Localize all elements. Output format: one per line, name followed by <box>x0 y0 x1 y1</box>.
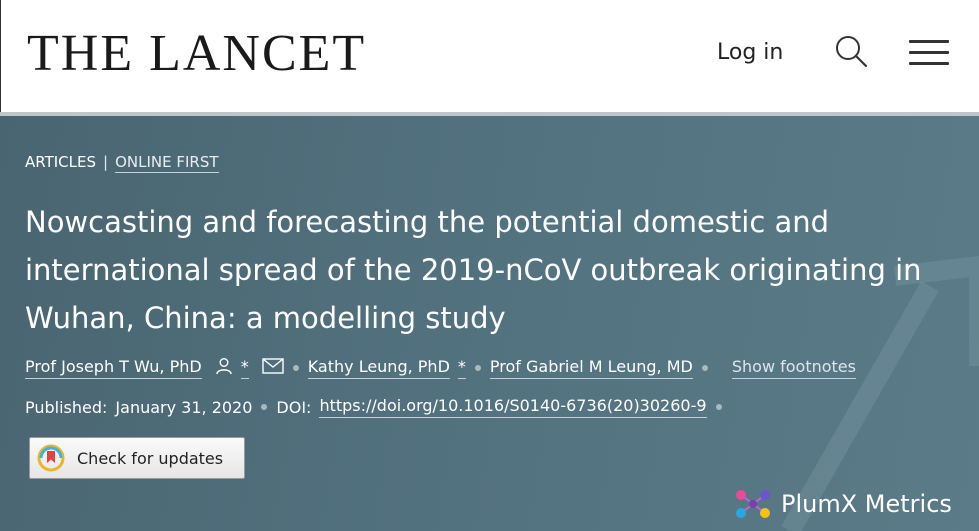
menu-bar <box>909 40 949 43</box>
plumx-metrics-widget[interactable]: PlumX Metrics <box>733 487 952 521</box>
separator-dot <box>701 365 708 371</box>
breadcrumb-section[interactable]: ARTICLES <box>25 153 97 171</box>
author-name[interactable]: Kathy Leung, PhD <box>307 357 450 379</box>
author-list: Prof Joseph T Wu, PhD * Kathy Leung, PhD… <box>25 357 856 379</box>
search-icon[interactable] <box>834 34 868 68</box>
menu-bar <box>909 51 949 54</box>
login-link[interactable]: Log in <box>717 40 784 65</box>
publication-info: Published: January 31, 2020 DOI: https:/… <box>25 396 731 418</box>
article-header-banner: ARTICLES | ONLINE FIRST Nowcasting and f… <box>0 116 979 531</box>
lancet-logo[interactable]: THE LANCET <box>27 25 367 82</box>
corresponding-author-mark[interactable]: * <box>457 357 466 379</box>
separator-dot <box>261 404 268 410</box>
doi-link[interactable]: https://doi.org/10.1016/S0140-6736(20)30… <box>319 396 707 418</box>
plumx-metrics-label: PlumX Metrics <box>781 490 952 518</box>
email-icon[interactable] <box>262 358 284 378</box>
header-divider <box>0 112 979 116</box>
article-title: Nowcasting and forecasting the potential… <box>25 205 922 335</box>
corresponding-author-mark[interactable]: * <box>240 357 249 379</box>
published-label: Published: <box>25 397 108 417</box>
menu-bar <box>909 62 949 65</box>
breadcrumb-online-first[interactable]: ONLINE FIRST <box>115 153 219 173</box>
doi-label: DOI: <box>276 397 312 417</box>
show-footnotes-link[interactable]: Show footnotes <box>731 357 856 379</box>
separator-dot <box>292 365 299 371</box>
plumx-icon <box>733 487 773 521</box>
author-name[interactable]: Prof Joseph T Wu, PhD <box>25 357 202 379</box>
separator-dot <box>715 404 722 410</box>
check-for-updates-label: Check for updates <box>77 448 224 468</box>
breadcrumb: ARTICLES | ONLINE FIRST <box>25 153 219 173</box>
check-for-updates-button[interactable]: Check for updates <box>29 437 245 479</box>
published-date: January 31, 2020 <box>115 397 253 417</box>
author-name[interactable]: Prof Gabriel M Leung, MD <box>489 357 693 379</box>
separator-dot <box>474 365 481 371</box>
site-header: THE LANCET Log in <box>0 0 979 112</box>
hamburger-menu-icon[interactable] <box>909 38 949 68</box>
person-icon[interactable] <box>215 357 233 379</box>
crossmark-icon <box>37 444 65 472</box>
breadcrumb-separator: | <box>103 153 109 171</box>
